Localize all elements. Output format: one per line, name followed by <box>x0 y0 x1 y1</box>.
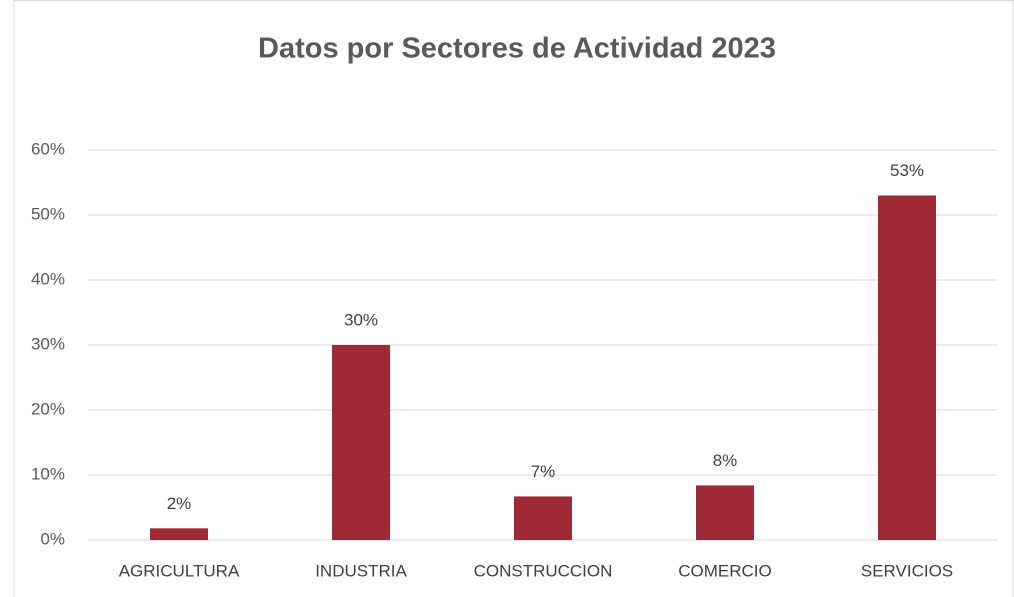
y-tick-label: 0% <box>40 529 65 548</box>
y-tick-label: 40% <box>31 269 65 288</box>
x-tick-label: SERVICIOS <box>861 561 953 580</box>
data-label: 8% <box>713 451 738 470</box>
bar <box>878 195 936 540</box>
bar <box>514 496 572 540</box>
x-tick-label: CONSTRUCCION <box>474 561 613 580</box>
chart-border <box>13 0 1014 597</box>
bar <box>150 528 208 540</box>
x-tick-label: AGRICULTURA <box>119 561 240 580</box>
data-label: 30% <box>344 310 378 329</box>
bar <box>332 345 390 540</box>
x-tick-label: INDUSTRIA <box>315 561 407 580</box>
y-tick-label: 60% <box>31 139 65 158</box>
data-label: 2% <box>167 494 192 513</box>
y-tick-label: 10% <box>31 464 65 483</box>
y-tick-label: 50% <box>31 204 65 223</box>
data-label: 53% <box>890 161 924 180</box>
x-tick-label: COMERCIO <box>678 561 772 580</box>
y-tick-label: 30% <box>31 334 65 353</box>
y-tick-label: 20% <box>31 399 65 418</box>
chart-title: Datos por Sectores de Actividad 2023 <box>258 33 776 65</box>
bar <box>696 485 754 540</box>
data-label: 7% <box>531 462 556 481</box>
